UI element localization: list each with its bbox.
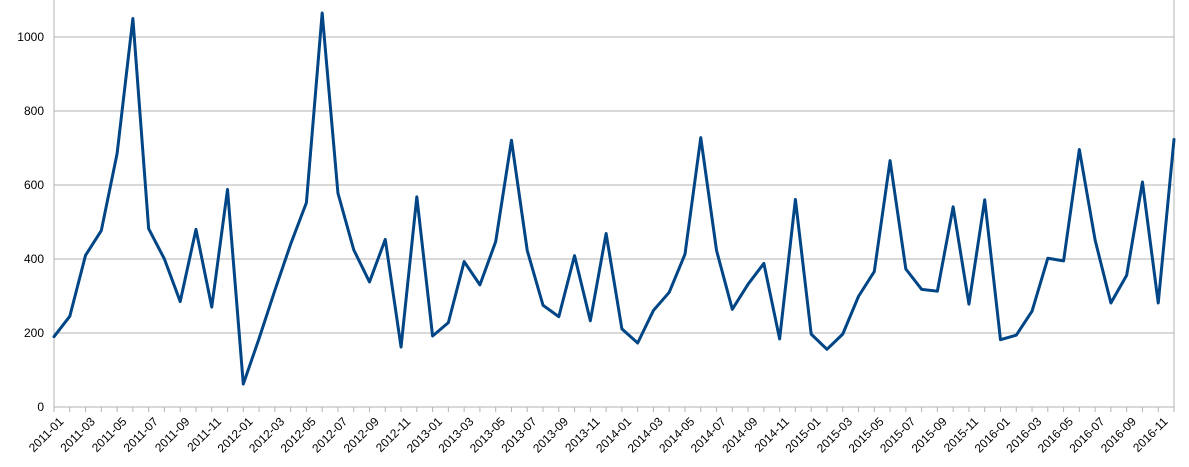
gridlines bbox=[53, 0, 1175, 412]
x-tick-label: 2013-09 bbox=[530, 414, 571, 455]
y-axis-ticks: 0 200 400 600 800 1000 bbox=[17, 30, 44, 414]
y-tick-label: 1000 bbox=[17, 30, 44, 44]
y-tick-label: 200 bbox=[24, 326, 44, 340]
x-tick-label: 2016-11 bbox=[1130, 414, 1171, 455]
y-tick-label: 600 bbox=[24, 178, 44, 192]
x-tick-label: 2015-09 bbox=[909, 414, 950, 455]
x-tick-label: 2016-09 bbox=[1098, 414, 1139, 455]
x-tick-label: 2012-09 bbox=[341, 414, 382, 455]
x-axis-ticks: 2011-012011-032011-052011-072011-092011-… bbox=[26, 414, 1171, 455]
series-layer bbox=[52, 11, 1176, 386]
y-tick-label: 800 bbox=[24, 104, 44, 118]
x-tick-label: 2011-09 bbox=[152, 414, 193, 455]
series-line-0 bbox=[52, 11, 1176, 386]
y-tick-label: 400 bbox=[24, 252, 44, 266]
x-tick-label: 2014-09 bbox=[719, 414, 760, 455]
y-tick-label: 0 bbox=[37, 400, 44, 414]
